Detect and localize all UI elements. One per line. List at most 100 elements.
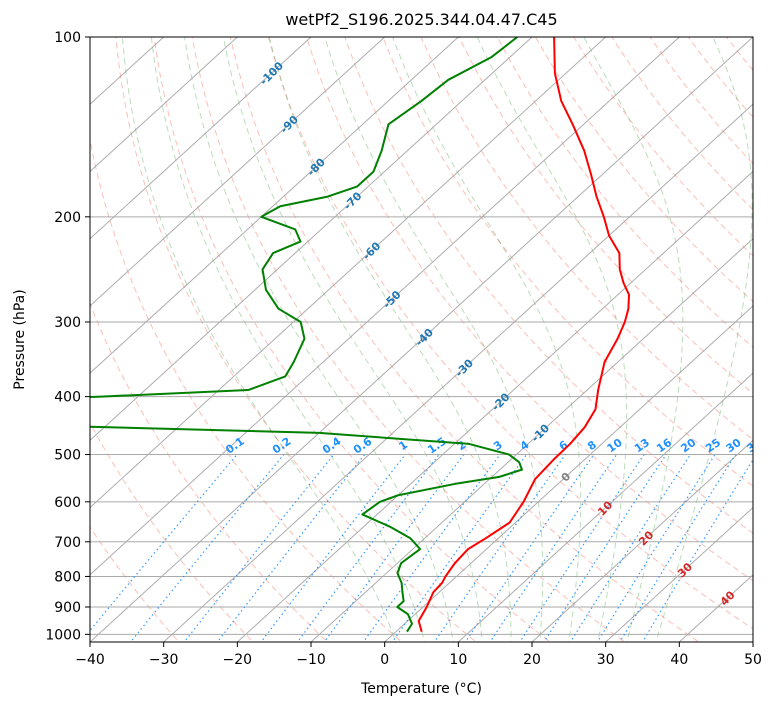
dry-adiabat-line bbox=[115, 37, 477, 642]
isotherm-line bbox=[90, 37, 386, 307]
plot-frame bbox=[89, 36, 754, 643]
moist-adiabat-line bbox=[184, 37, 454, 642]
isotherm-line bbox=[752, 641, 753, 642]
moist-adiabat-line bbox=[583, 37, 684, 642]
y-tick-label: 600 bbox=[54, 495, 81, 511]
dry-adiabat-line bbox=[535, 37, 753, 303]
dry-adiabat-line bbox=[90, 137, 403, 642]
x-tick-label: −40 bbox=[75, 652, 105, 668]
y-tick-label: 800 bbox=[54, 569, 81, 585]
dry-adiabat-line bbox=[496, 37, 753, 348]
dry-adiabat-line bbox=[344, 37, 753, 534]
y-tick-label: 700 bbox=[54, 535, 81, 551]
dry-adiabat-line bbox=[306, 37, 753, 582]
y-axis-label: Pressure (hPa) bbox=[12, 289, 28, 389]
mixing-ratio-labels: 0.1 0.2 0.4 0.6 1 1.5 2 3 4 6 8 10 13 16 20 25 30 36 bbox=[223, 435, 764, 457]
mixing-ratio-line bbox=[641, 458, 753, 642]
skewed-isotherms bbox=[90, 37, 753, 642]
isotherm-line bbox=[90, 37, 753, 642]
mixing-ratio-label: 0.4 bbox=[320, 435, 344, 457]
mixing-ratio-line bbox=[543, 454, 667, 642]
mixing-ratio-label: 0.2 bbox=[270, 435, 293, 457]
dry-adiabat-line bbox=[687, 37, 753, 118]
isotherm-line bbox=[90, 37, 607, 509]
dewpoint-profile-line bbox=[90, 37, 523, 633]
x-tick-label: 20 bbox=[523, 652, 541, 668]
moist-adiabat-line bbox=[268, 37, 512, 642]
profile-series bbox=[90, 37, 631, 633]
y-tick-label: 200 bbox=[54, 210, 81, 226]
isotherm-line bbox=[90, 37, 680, 576]
x-tick-label: −30 bbox=[149, 652, 179, 668]
dry-adiabat-line bbox=[191, 37, 626, 642]
dry-adiabat-line bbox=[267, 37, 753, 630]
mixing-ratio-line bbox=[569, 454, 691, 642]
moist-adiabat-line bbox=[655, 37, 753, 642]
mixing-ratio-label: 1.5 bbox=[425, 435, 448, 457]
mixing-ratio-line bbox=[260, 454, 406, 642]
mixing-ratio-line bbox=[619, 454, 737, 642]
x-tick-label: −20 bbox=[223, 652, 253, 668]
y-axis-ticks: 100 200 300 400 500 600 700 800 900 1000 bbox=[45, 30, 90, 643]
x-tick-label: −10 bbox=[296, 652, 326, 668]
x-tick-label: 40 bbox=[670, 652, 688, 668]
x-tick-label: 0 bbox=[380, 652, 389, 668]
isotherm-line bbox=[605, 506, 753, 642]
y-tick-label: 900 bbox=[54, 600, 81, 616]
dry-adiabat-line bbox=[649, 37, 753, 165]
mixing-ratio-line bbox=[519, 454, 645, 642]
x-tick-label: 50 bbox=[744, 652, 762, 668]
mixing-ratio-line bbox=[362, 454, 501, 642]
mixing-ratio-label: 25 bbox=[703, 436, 723, 455]
isotherm-line bbox=[90, 37, 459, 374]
mixing-ratio-line bbox=[129, 454, 285, 642]
dry-adiabat-line bbox=[725, 37, 753, 71]
mixing-ratio-line bbox=[433, 454, 566, 642]
x-tick-label: 30 bbox=[597, 652, 615, 668]
dry-adiabat-line bbox=[458, 37, 753, 394]
isotherm-line bbox=[90, 37, 533, 442]
x-tick-label: 10 bbox=[449, 652, 467, 668]
isotherm-line bbox=[163, 103, 753, 642]
temperature-profile-line bbox=[417, 37, 631, 632]
isotherm-line bbox=[457, 372, 753, 642]
dry-adiabat-line bbox=[229, 37, 700, 642]
mixing-ratio-line bbox=[90, 454, 238, 632]
moist-adiabat-line bbox=[121, 37, 397, 642]
dry-adiabats bbox=[90, 24, 775, 647]
isotherm-line bbox=[384, 305, 753, 642]
x-axis-ticks: −40 −30 −20 −10 0 10 20 30 40 50 bbox=[75, 642, 762, 668]
moist-adiabat-line bbox=[324, 37, 544, 642]
isotherm-line bbox=[90, 37, 312, 240]
mixing-ratio-line bbox=[183, 454, 335, 642]
dry-adiabat-line bbox=[754, 24, 775, 647]
mixing-ratio-line bbox=[216, 454, 366, 642]
dry-adiabat-line bbox=[420, 37, 753, 441]
isotherm-line bbox=[531, 439, 753, 642]
mixing-ratio-label: 36 bbox=[744, 436, 764, 456]
dry-adiabat-line bbox=[382, 37, 753, 487]
moist-adiabat-line bbox=[476, 37, 628, 642]
mixing-ratio-line bbox=[323, 454, 465, 642]
pressure-gridlines bbox=[90, 37, 753, 635]
moist-adiabat-line bbox=[150, 37, 426, 642]
y-tick-label: 100 bbox=[54, 30, 81, 46]
dry-adiabat-line bbox=[90, 421, 254, 642]
plot-area: -100-90-80-70-60-50-40-30-20-10010203040… bbox=[90, 24, 775, 647]
y-tick-label: 500 bbox=[54, 448, 81, 464]
mixing-ratio-line bbox=[596, 454, 716, 642]
isotherm-line bbox=[236, 170, 753, 642]
chart-title: wetPf2_S196.2025.344.04.47.C45 bbox=[285, 10, 557, 30]
y-tick-label: 400 bbox=[54, 390, 81, 406]
mixing-ratio-line bbox=[489, 454, 618, 642]
dry-adiabat-line bbox=[90, 302, 329, 642]
isotherm-line bbox=[310, 237, 753, 642]
moist-adiabats bbox=[121, 37, 753, 642]
y-tick-label: 300 bbox=[54, 315, 81, 331]
mixing-ratio-label: 30 bbox=[724, 436, 744, 456]
dry-adiabat-line bbox=[573, 37, 753, 257]
mixing-ratio-label: 0.1 bbox=[223, 435, 246, 457]
mixing-ratio-line bbox=[464, 454, 595, 642]
